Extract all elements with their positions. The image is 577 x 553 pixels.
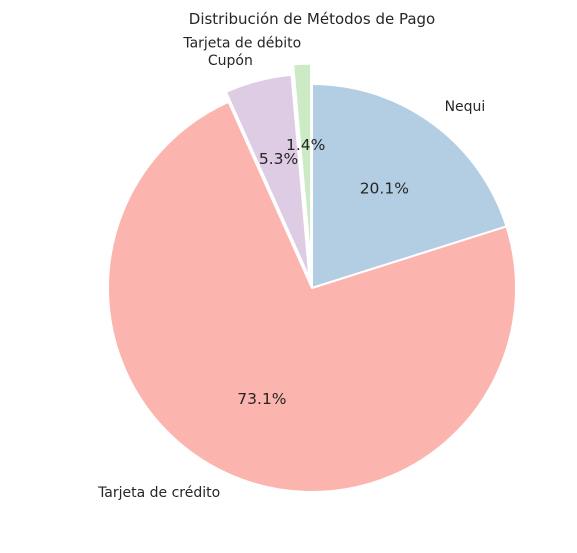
pie-slice-2	[224, 73, 311, 280]
pie-labels: Nequi 20.1% Tarjeta de crédito 73.1% Cupón 5.…	[97, 35, 485, 500]
pie-slice-0	[311, 83, 508, 289]
slice-percent-label-2: 5.3%	[259, 150, 298, 168]
pie-slices	[107, 62, 517, 493]
slice-percent-label-0: 20.1%	[360, 180, 409, 198]
pie-slice-3	[292, 62, 313, 269]
slice-percent-label-1: 73.1%	[237, 390, 286, 408]
slice-category-label-1: Tarjeta de crédito	[97, 485, 220, 501]
slice-category-label-0: Nequi	[445, 99, 486, 115]
slice-percent-label-3: 1.4%	[286, 136, 325, 154]
chart-title: Distribución de Métodos de Pago	[189, 10, 435, 28]
slice-category-label-2: Cupón	[208, 53, 253, 69]
slice-category-label-3: Tarjeta de débito	[182, 35, 301, 51]
pie-slice-1	[107, 100, 517, 493]
